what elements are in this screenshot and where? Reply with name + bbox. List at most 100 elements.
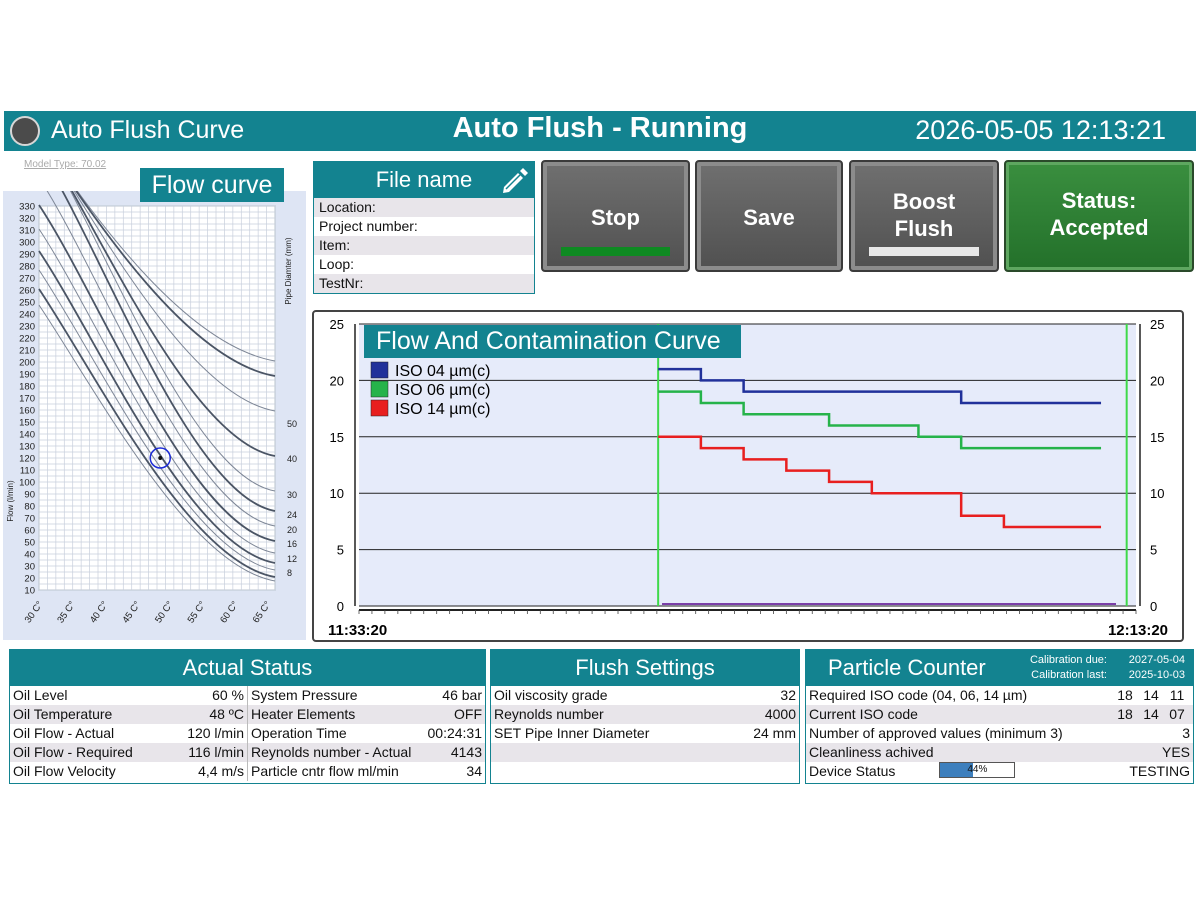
heater-elements-value: OFF bbox=[454, 706, 482, 722]
required-iso-14: 11 bbox=[1169, 687, 1185, 703]
title-bar: Auto Flush Curve Auto Flush - Running 20… bbox=[4, 111, 1196, 151]
viscosity-grade-row[interactable]: Oil viscosity grade 32 bbox=[491, 686, 799, 705]
empty-row bbox=[491, 762, 799, 781]
current-iso-label: Current ISO code bbox=[809, 706, 918, 722]
boost-button-label-1: Boost bbox=[892, 189, 956, 214]
legend-swatch-2 bbox=[370, 399, 389, 417]
flow-y-tick: 40 bbox=[24, 550, 35, 561]
approved-values-value: 3 bbox=[1182, 725, 1190, 741]
reynolds-setting-row[interactable]: Reynolds number 4000 bbox=[491, 705, 799, 724]
flow-y-tick: 180 bbox=[19, 382, 35, 393]
file-field-loop[interactable]: Loop: bbox=[319, 256, 355, 272]
status-indicator-icon bbox=[10, 116, 40, 146]
chart-y-tick-left: 20 bbox=[330, 373, 344, 388]
device-progress-text: 44% bbox=[967, 764, 988, 775]
chart-y-tick-right: 25 bbox=[1150, 317, 1164, 332]
system-pressure-value: 46 bar bbox=[442, 687, 482, 703]
save-button-label: Save bbox=[743, 205, 795, 230]
pipe-diameter-tick: 40 bbox=[287, 454, 297, 464]
flow-y-tick: 150 bbox=[19, 418, 35, 429]
device-status-label: Device Status bbox=[809, 763, 896, 779]
system-pressure-label: System Pressure bbox=[251, 687, 358, 703]
device-progress-fill bbox=[940, 763, 973, 777]
flow-y-tick: 310 bbox=[19, 226, 35, 237]
file-field-project-number[interactable]: Project number: bbox=[319, 218, 418, 234]
flow-y-tick: 160 bbox=[19, 406, 35, 417]
oil-flow-velocity-label: Oil Flow Velocity bbox=[13, 763, 116, 779]
empty-row bbox=[491, 743, 799, 762]
flow-y-tick: 220 bbox=[19, 334, 35, 345]
flow-y-tick: 250 bbox=[19, 298, 35, 309]
legend-label-2: ISO 14 µm(c) bbox=[395, 401, 490, 418]
edit-pencil-icon[interactable] bbox=[500, 167, 528, 193]
file-name-title: File name bbox=[375, 167, 473, 192]
particle-flow-row: Particle cntr flow ml/min 34 bbox=[248, 762, 485, 781]
flush-settings-panel: Flush Settings Oil viscosity grade 32 Rey… bbox=[490, 649, 800, 784]
file-field-item[interactable]: Item: bbox=[314, 236, 534, 255]
particle-counter-panel: Particle Counter Calibration due: 2027-05… bbox=[805, 649, 1194, 784]
calibration-last-value: 2025-10-03 bbox=[1128, 669, 1185, 681]
flow-curve-panel: 330 320 310 300 290 280 270 260 250 240 230 220 210 2… bbox=[3, 135, 306, 640]
flow-y-tick: 50 bbox=[24, 538, 35, 549]
actual-status-panel: Actual Status Oil Level 60 % Oil Temperat… bbox=[9, 649, 486, 784]
oil-temperature-row: Oil Temperature 48 ºC bbox=[10, 705, 247, 724]
flow-y-tick: 290 bbox=[19, 250, 35, 261]
file-name-header: File name bbox=[314, 162, 534, 198]
system-pressure-row: System Pressure 46 bar bbox=[248, 686, 485, 705]
operating-point-dot bbox=[158, 456, 163, 460]
operation-time-row: Operation Time 00:24:31 bbox=[248, 724, 485, 743]
datetime-display: 2026-05-05 12:13:21 bbox=[915, 115, 1166, 145]
status-accepted-button[interactable]: Status: Accepted bbox=[1004, 160, 1194, 272]
particle-flow-label: Particle cntr flow ml/min bbox=[251, 763, 399, 779]
device-status-row: Device Status 44% TESTING bbox=[806, 762, 1193, 781]
chart-x-end-label: 12:13:20 bbox=[1108, 622, 1168, 639]
flow-y-tick: 80 bbox=[24, 502, 35, 513]
calibration-last-label: Calibration last: bbox=[1031, 669, 1107, 681]
flow-y-tick: 170 bbox=[19, 394, 35, 405]
oil-flow-actual-value: 120 l/min bbox=[187, 725, 244, 741]
flow-curve-title: Flow curve bbox=[140, 168, 284, 202]
approved-values-row: Number of approved values (minimum 3) 3 bbox=[806, 724, 1193, 743]
oil-level-label: Oil Level bbox=[13, 687, 68, 703]
flow-y-tick: 330 bbox=[19, 202, 35, 213]
oil-flow-required-label: Oil Flow - Required bbox=[13, 744, 133, 760]
calibration-due-value: 2027-05-04 bbox=[1128, 654, 1185, 666]
operating-point-marker bbox=[149, 447, 172, 469]
boost-flush-button[interactable]: Boost Flush bbox=[849, 160, 999, 272]
oil-level-value: 60 % bbox=[212, 687, 244, 703]
flow-x-tick: 55 C° bbox=[186, 599, 209, 625]
cleanliness-label: Cleanliness achived bbox=[809, 744, 934, 760]
stop-button-label: Stop bbox=[591, 205, 640, 230]
pipe-diameter-tick: 24 bbox=[287, 510, 297, 520]
device-state-value: TESTING bbox=[1129, 763, 1190, 779]
oil-level-row: Oil Level 60 % bbox=[10, 686, 247, 705]
file-field-location[interactable]: Location: bbox=[314, 198, 534, 217]
reynolds-actual-value: 4143 bbox=[450, 744, 482, 760]
required-iso-row: Required ISO code (04, 06, 14 µm) 18 14 11 bbox=[806, 686, 1193, 705]
required-iso-04: 18 bbox=[1117, 687, 1133, 703]
boost-button-label-2: Flush bbox=[894, 216, 954, 241]
contamination-chart: 0 0 5 5 10 10 15 15 20 20 25 25 ISO 04 µm(c) ISO 06 µ… bbox=[328, 317, 1168, 639]
flow-diameter-curve bbox=[38, 177, 276, 527]
calibration-info: Calibration due: 2027-05-04 Calibration l… bbox=[1030, 653, 1185, 683]
oil-flow-actual-label: Oil Flow - Actual bbox=[13, 725, 115, 741]
reynolds-actual-row: Reynolds number - Actual 4143 bbox=[248, 743, 485, 762]
pipe-diameter-row[interactable]: SET Pipe Inner Diameter 24 mm bbox=[491, 724, 799, 743]
chart-y-tick-left: 10 bbox=[330, 486, 344, 501]
particle-flow-value: 34 bbox=[466, 763, 482, 779]
flush-settings-title: Flush Settings bbox=[491, 650, 799, 686]
flow-y-tick: 200 bbox=[19, 358, 35, 369]
stop-button[interactable]: Stop bbox=[541, 160, 690, 272]
file-field-testnr[interactable]: TestNr: bbox=[314, 274, 534, 293]
flow-x-tick: 35 C° bbox=[55, 599, 78, 625]
reynolds-setting-label: Reynolds number bbox=[494, 706, 604, 722]
viscosity-grade-value: 32 bbox=[780, 687, 796, 703]
series-line-2 bbox=[658, 435, 1102, 529]
flow-diameter-curve bbox=[38, 304, 276, 582]
flow-y-tick: 140 bbox=[19, 430, 35, 441]
chart-y-tick-left: 25 bbox=[330, 317, 344, 332]
legend-swatch-0 bbox=[370, 361, 389, 379]
pipe-diameter-value: 24 mm bbox=[753, 725, 796, 741]
save-button[interactable]: Save bbox=[695, 160, 843, 272]
model-type-link[interactable]: Model Type: 70.02 bbox=[24, 159, 107, 170]
